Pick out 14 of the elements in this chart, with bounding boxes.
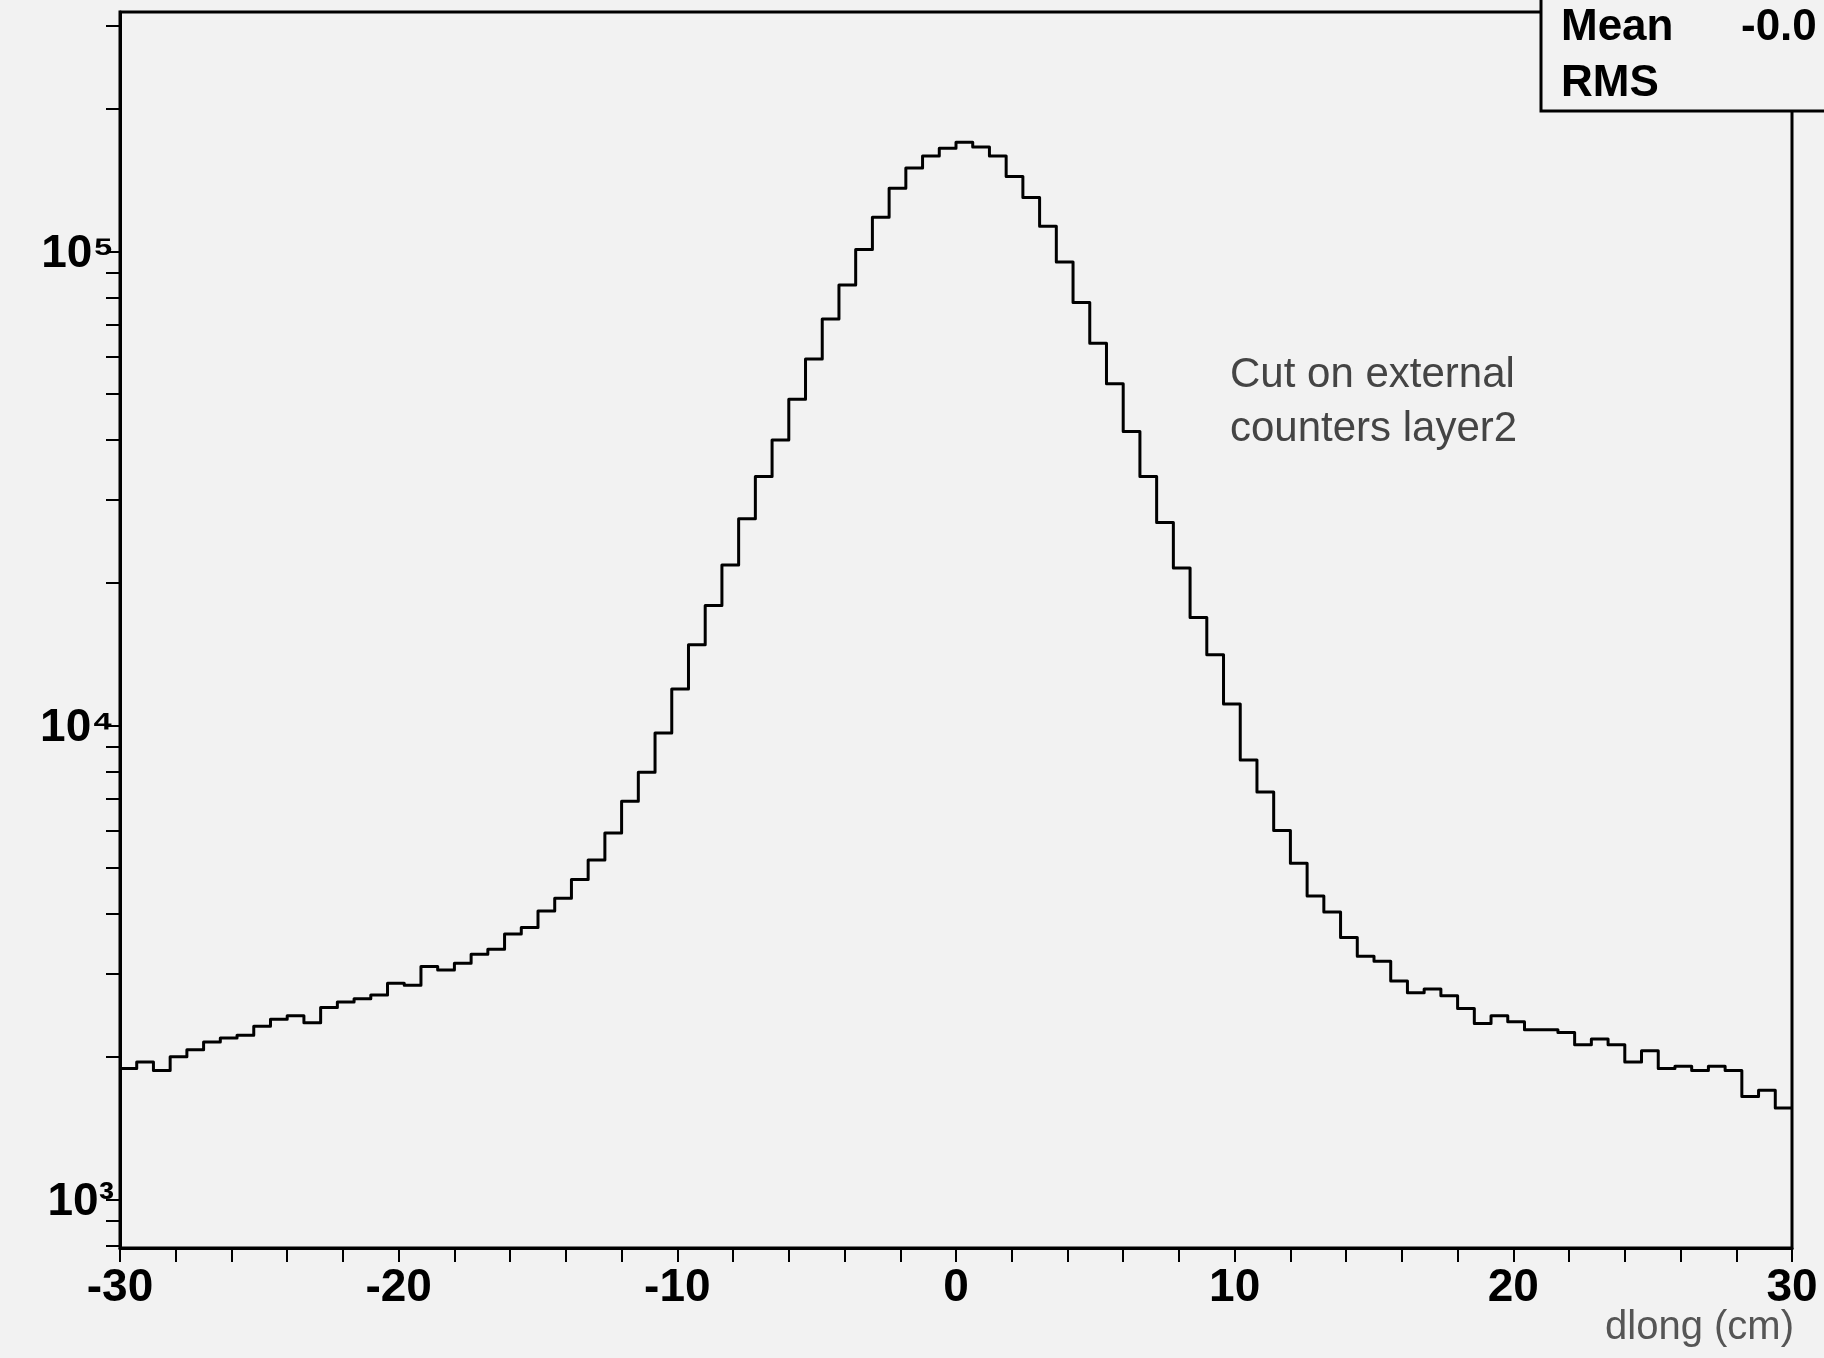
x-tick-label: 0 [943, 1259, 969, 1311]
x-tick-label: -10 [644, 1259, 711, 1311]
annotation: -0.0 [1741, 0, 1817, 49]
y-tick-label: 10³ [47, 1173, 114, 1226]
x-tick-label: -20 [365, 1259, 432, 1311]
x-axis-title: dlong (cm) [1605, 1303, 1795, 1347]
x-tick-label: 20 [1487, 1259, 1539, 1311]
annotation: RMS [1561, 55, 1659, 105]
x-tick-label: 10 [1209, 1259, 1261, 1311]
x-tick-label: -30 [86, 1259, 154, 1311]
y-tick-label: 10⁵ [41, 225, 114, 278]
y-tick-label: 10⁴ [40, 699, 114, 752]
annotation: Mean [1561, 0, 1674, 49]
annotation: Cut on external counters layer2 [1230, 348, 1527, 450]
